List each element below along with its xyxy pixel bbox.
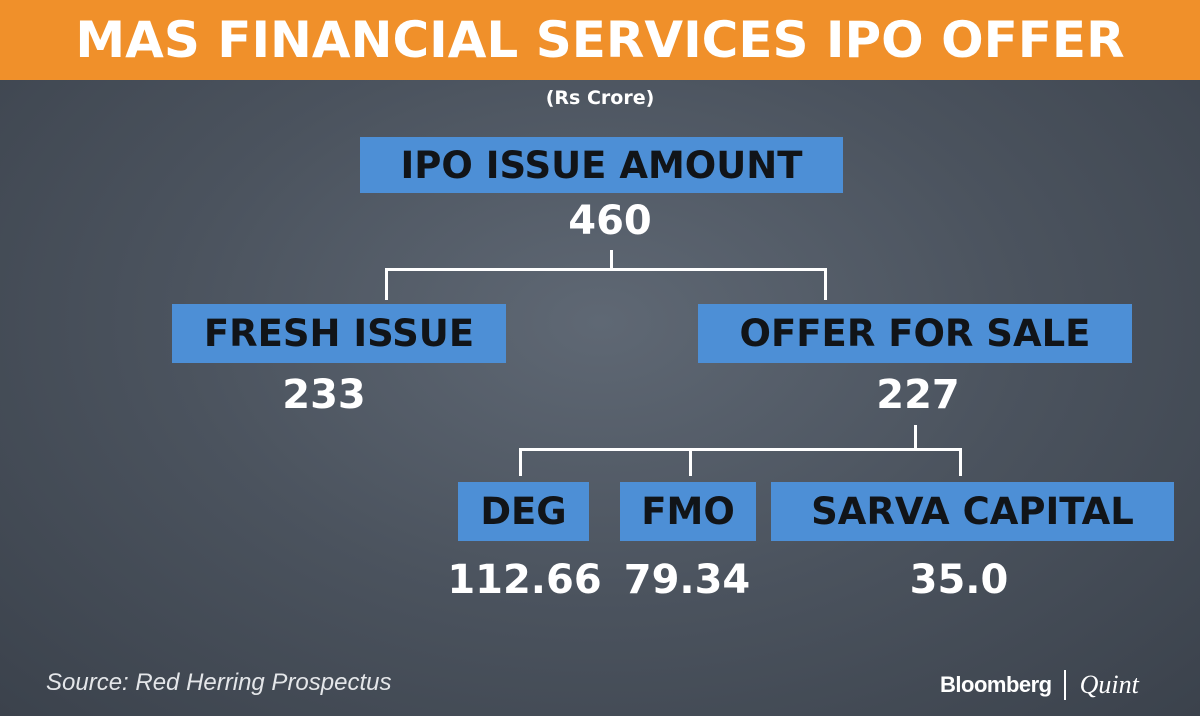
offer-for-sale-box: OFFER FOR SALE xyxy=(698,304,1132,363)
sarva-capital-value: 35.0 xyxy=(909,557,1009,603)
root-node-value: 460 xyxy=(568,198,652,244)
deg-value: 112.66 xyxy=(447,557,602,603)
fmo-box: FMO xyxy=(620,482,756,541)
fmo-value: 79.34 xyxy=(623,557,751,603)
connector-deg-drop xyxy=(519,448,522,476)
connector-fmo-drop xyxy=(689,448,692,476)
brand-logo: Bloomberg Quint xyxy=(940,668,1139,702)
unit-subtitle: (Rs Crore) xyxy=(545,87,655,109)
brand-divider xyxy=(1063,670,1066,700)
connector-ofs-drop xyxy=(824,268,827,300)
connector-level1-bar xyxy=(385,268,827,271)
connector-root-stem xyxy=(610,250,613,271)
fresh-issue-value: 233 xyxy=(282,372,366,418)
root-node-box: IPO ISSUE AMOUNT xyxy=(360,137,843,193)
connector-ofs-stem xyxy=(914,425,917,451)
brand-primary: Bloomberg xyxy=(940,672,1052,697)
offer-for-sale-value: 227 xyxy=(876,372,960,418)
brand-secondary: Quint xyxy=(1079,670,1139,699)
connector-sarva-drop xyxy=(959,448,962,476)
connector-fresh-drop xyxy=(385,268,388,300)
deg-box: DEG xyxy=(458,482,589,541)
title-banner: MAS FINANCIAL SERVICES IPO OFFER xyxy=(0,0,1200,80)
connector-level2-bar xyxy=(519,448,962,451)
sarva-capital-box: SARVA CAPITAL xyxy=(771,482,1174,541)
source-note: Source: Red Herring Prospectus xyxy=(46,669,392,696)
fresh-issue-box: FRESH ISSUE xyxy=(172,304,506,363)
page-title: MAS FINANCIAL SERVICES IPO OFFER xyxy=(75,11,1125,69)
